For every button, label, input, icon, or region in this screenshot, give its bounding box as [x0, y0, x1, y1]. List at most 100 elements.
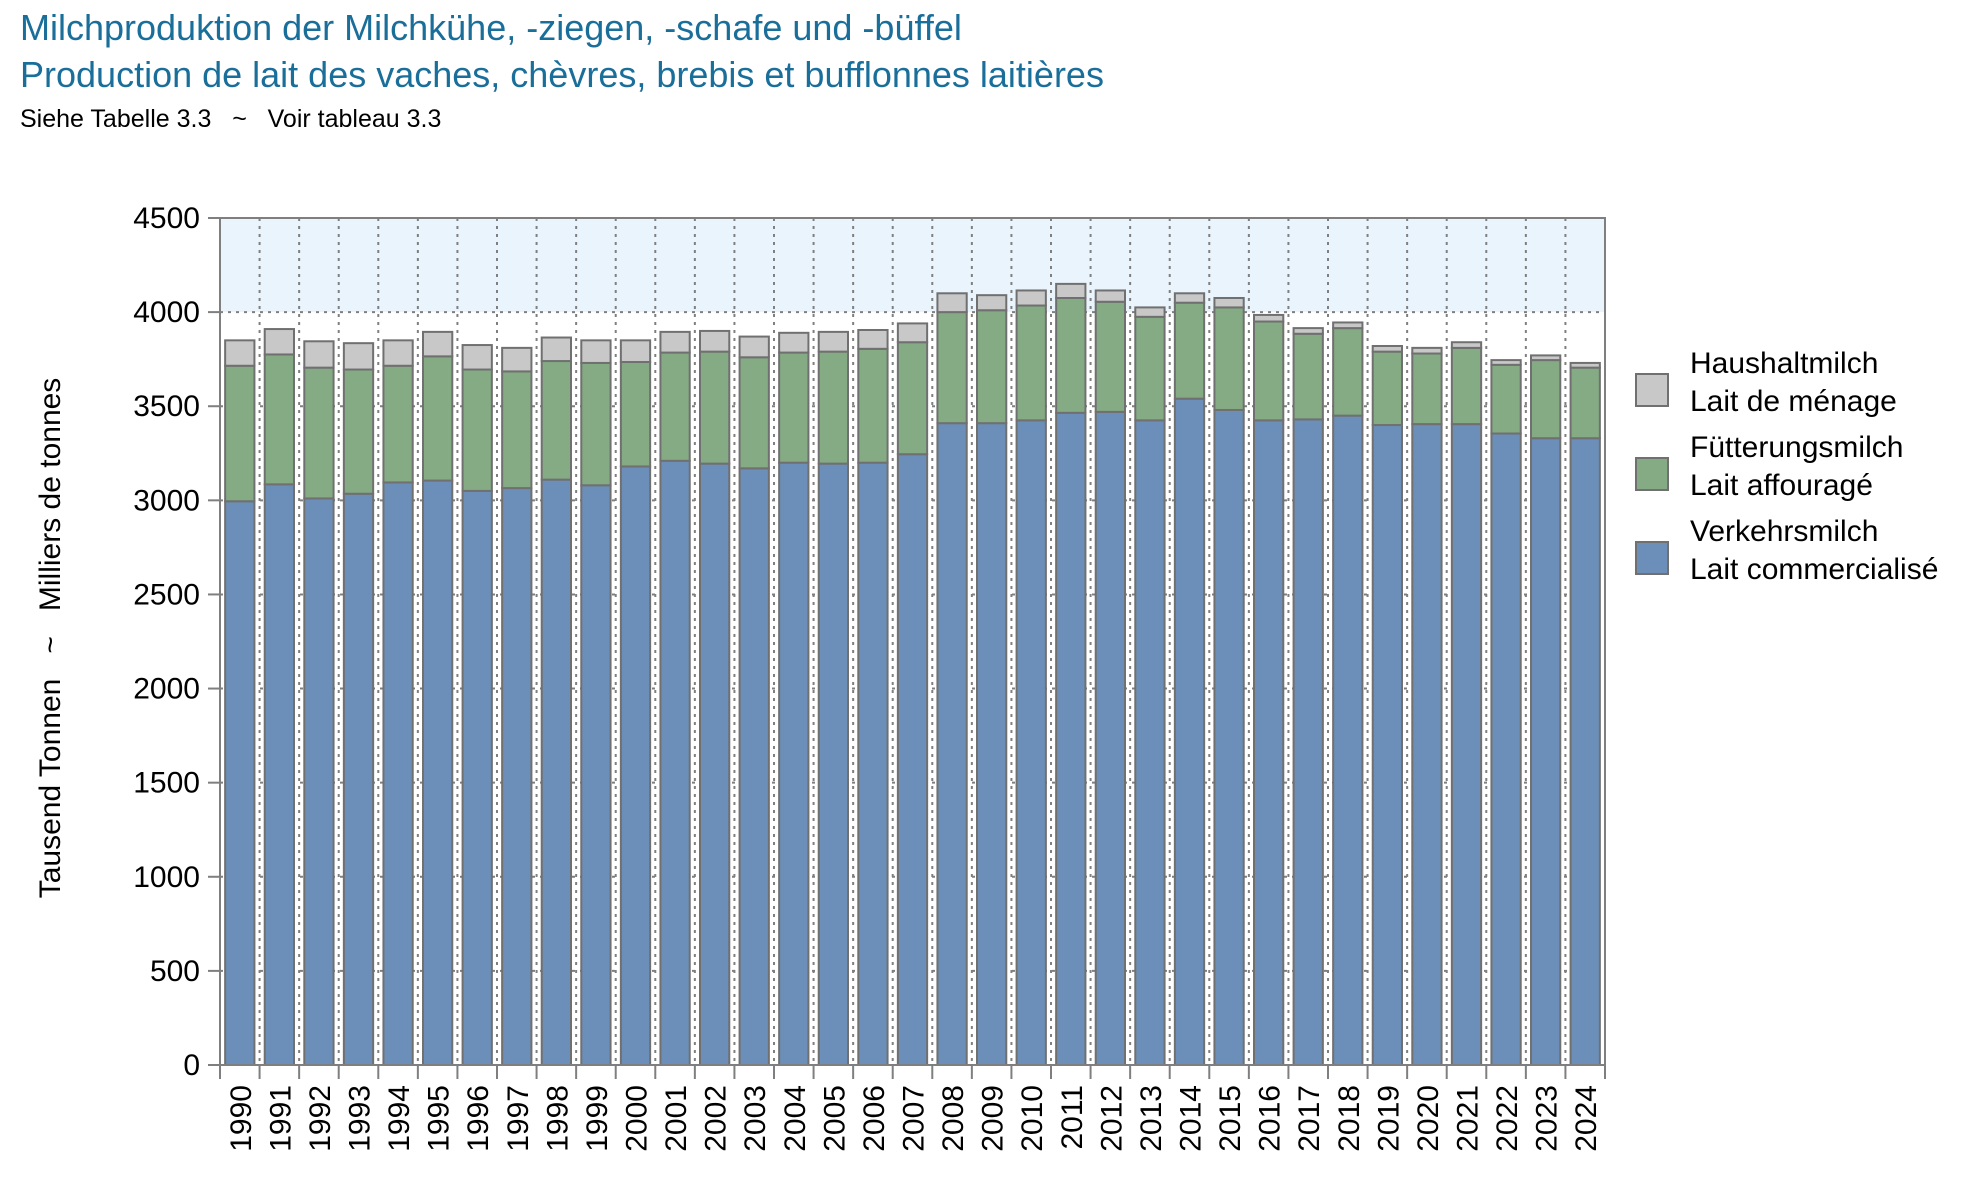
bar-haushaltmilch-1996	[461, 344, 493, 371]
x-tick-label: 2015	[1214, 1085, 1247, 1152]
bar-verkehrsmilch-2003	[738, 467, 770, 1066]
bar-fuetterungsmilch-1990	[224, 364, 256, 503]
bar-haushaltmilch-2009	[976, 294, 1008, 312]
y-axis-label: Tausend Tonnen ~ Milliers de tonnes	[34, 378, 67, 899]
bar-haushaltmilch-2012	[1094, 289, 1126, 303]
x-tick-label: 2016	[1254, 1085, 1287, 1152]
bar-verkehrsmilch-2023	[1530, 437, 1562, 1067]
bar-fuetterungsmilch-2010	[1015, 304, 1047, 422]
x-tick-label: 2020	[1412, 1085, 1445, 1152]
x-tick-label: 1996	[462, 1085, 495, 1152]
bar-verkehrsmilch-2015	[1213, 408, 1245, 1066]
bar-haushaltmilch-2000	[619, 339, 652, 363]
bar-fuetterungsmilch-1996	[461, 368, 493, 492]
x-tick-label: 1999	[581, 1085, 614, 1152]
legend-label-fr: Lait affouragé	[1690, 469, 1873, 502]
bar-fuetterungsmilch-2013	[1134, 315, 1166, 422]
x-tick-label: 2003	[739, 1085, 772, 1152]
bar-fuetterungsmilch-2023	[1530, 359, 1562, 440]
x-tick-label: 1992	[304, 1085, 337, 1152]
bar-verkehrsmilch-2017	[1292, 418, 1324, 1066]
bar-haushaltmilch-2006	[857, 328, 889, 350]
bar-verkehrsmilch-2002	[699, 462, 731, 1066]
bar-fuetterungsmilch-2020	[1411, 352, 1443, 426]
bar-fuetterungsmilch-2006	[857, 347, 889, 464]
y-tick-label: 4000	[133, 296, 200, 329]
bar-verkehrsmilch-2022	[1490, 432, 1522, 1066]
bar-haushaltmilch-1990	[224, 339, 256, 367]
bar-fuetterungsmilch-2012	[1094, 300, 1126, 413]
x-tick-label: 2002	[700, 1085, 733, 1152]
x-tick-label: 1997	[502, 1085, 535, 1152]
bar-fuetterungsmilch-1995	[422, 355, 454, 482]
legend-swatch-fuetterungsmilch	[1635, 457, 1669, 491]
bar-fuetterungsmilch-1991	[263, 353, 295, 486]
bar-fuetterungsmilch-2021	[1450, 346, 1483, 426]
legend: Haushaltmilch Lait de ménage Fütterungsmil…	[1635, 347, 1938, 586]
bar-fuetterungsmilch-2005	[817, 350, 849, 465]
y-tick-label: 2000	[133, 673, 200, 706]
y-tick-label: 1500	[133, 767, 200, 800]
bar-haushaltmilch-2019	[1371, 344, 1403, 353]
x-tick-label: 2000	[621, 1085, 654, 1152]
bar-fuetterungsmilch-1993	[342, 368, 375, 495]
bar-haushaltmilch-2020	[1411, 346, 1443, 355]
x-tick-label: 2022	[1491, 1085, 1524, 1152]
bar-verkehrsmilch-2006	[857, 461, 889, 1066]
bar-haushaltmilch-1998	[540, 336, 572, 363]
bar-verkehrsmilch-1991	[263, 483, 295, 1066]
x-tick-label: 1995	[423, 1085, 456, 1152]
bar-fuetterungsmilch-2008	[936, 311, 968, 425]
bar-fuetterungsmilch-2009	[976, 309, 1008, 425]
bar-verkehrsmilch-2012	[1094, 410, 1126, 1066]
bar-verkehrsmilch-2007	[896, 453, 929, 1067]
table-reference: Siehe Tabelle 3.3 ~ Voir tableau 3.3	[20, 105, 441, 133]
x-tick-label: 1990	[225, 1085, 258, 1152]
legend-label-fr: Lait commercialisé	[1690, 553, 1938, 586]
bar-haushaltmilch-2004	[778, 331, 810, 354]
highlight-band	[220, 218, 1605, 313]
bar-verkehrsmilch-2014	[1173, 397, 1206, 1066]
bar-verkehrsmilch-1990	[224, 500, 256, 1067]
legend-label-fr: Lait de ménage	[1690, 385, 1897, 418]
x-tick-label: 1993	[344, 1085, 377, 1152]
bar-haushaltmilch-1997	[501, 346, 533, 373]
bar-fuetterungsmilch-2016	[1253, 320, 1285, 422]
x-tick-label: 2013	[1135, 1085, 1168, 1152]
bar-fuetterungsmilch-2017	[1292, 332, 1324, 421]
bar-haushaltmilch-2021	[1450, 341, 1483, 349]
bar-fuetterungsmilch-2002	[699, 350, 731, 465]
bar-fuetterungsmilch-2019	[1371, 350, 1403, 427]
x-tick-label: 2001	[660, 1085, 693, 1152]
x-tick-label: 2023	[1531, 1085, 1564, 1152]
bar-haushaltmilch-2007	[896, 322, 929, 344]
bar-verkehrsmilch-1998	[540, 478, 572, 1066]
bar-haushaltmilch-2016	[1253, 313, 1285, 323]
y-tick-label: 3500	[133, 390, 200, 423]
bar-verkehrsmilch-1997	[501, 487, 533, 1066]
bar-fuetterungsmilch-2011	[1055, 296, 1087, 414]
bar-verkehrsmilch-1995	[422, 479, 454, 1066]
bar-verkehrsmilch-2009	[976, 422, 1008, 1066]
bar-haushaltmilch-2003	[738, 335, 770, 359]
x-tick-label: 1991	[264, 1085, 297, 1152]
bar-haushaltmilch-2001	[659, 330, 691, 354]
bar-fuetterungsmilch-2022	[1490, 363, 1522, 435]
y-tick-label: 500	[150, 955, 200, 988]
bar-fuetterungsmilch-2003	[738, 356, 770, 470]
bar-verkehrsmilch-1993	[342, 492, 375, 1066]
x-tick-label: 2007	[898, 1085, 931, 1152]
x-tick-label: 2021	[1452, 1085, 1485, 1152]
bar-verkehrsmilch-2010	[1015, 419, 1047, 1067]
bar-verkehrsmilch-1999	[580, 484, 612, 1066]
bar-haushaltmilch-2005	[817, 330, 849, 353]
bar-fuetterungsmilch-1998	[540, 360, 572, 481]
x-tick-label: 2006	[858, 1085, 891, 1152]
bar-haushaltmilch-2022	[1490, 359, 1522, 366]
bar-haushaltmilch-2013	[1134, 306, 1166, 318]
y-tick-label: 3000	[133, 484, 200, 517]
bar-verkehrsmilch-2020	[1411, 423, 1443, 1066]
legend-label-de: Verkehrsmilch	[1690, 515, 1878, 548]
x-tick-label: 2004	[779, 1085, 812, 1152]
bar-verkehrsmilch-2005	[817, 462, 849, 1066]
